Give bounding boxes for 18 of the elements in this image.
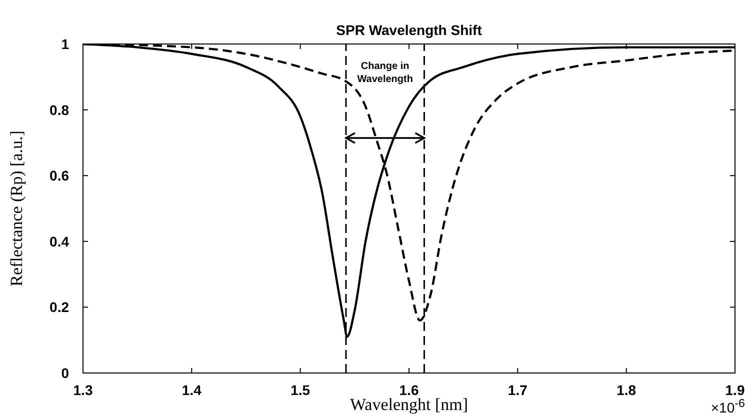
x-tick-label: 1.7 [508,382,528,398]
chart-title: SPR Wavelength Shift [335,22,483,38]
y-axis-title: Reflectance (Rp) [a.u.] [7,130,26,286]
x-axis-title: Wavelenght [nm] [350,395,468,414]
y-tick-label: 0.4 [50,233,70,250]
y-tick-label: 0.8 [50,102,70,118]
x-tick-label: 1.3 [73,382,93,398]
x-tick-label: 1.4 [182,382,202,398]
text: ×10$^{-6}$ [710,397,745,416]
y-tick-label: 0.2 [50,299,70,316]
x-tick-label: 1.5 [290,382,310,398]
x-tick-label: 1.8 [616,382,636,398]
y-tick-label: 0 [61,364,70,381]
x-tick-label: 1.6 [399,382,419,398]
annotation: Change in Wavelength [356,60,414,86]
y-tick-label: 1 [61,36,70,52]
x-tick-label: 1.9 [725,382,745,398]
y-tick-label: 0.6 [50,168,70,184]
